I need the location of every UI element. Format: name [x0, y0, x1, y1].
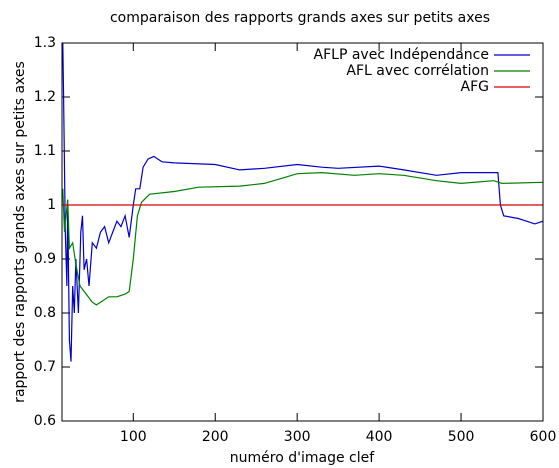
series-line [62, 171, 543, 306]
y-tick-label: 1.1 [34, 143, 56, 159]
x-tick-label: 100 [120, 429, 147, 445]
y-tick-label: 0.8 [34, 305, 56, 321]
legend-label: AFLP avec Indépendance [314, 47, 489, 63]
x-tick-label: 300 [284, 429, 311, 445]
chart-title: comparaison des rapports grands axes sur… [110, 10, 490, 26]
y-tick-label: 1 [47, 197, 56, 213]
y-axis-label: rapport des rapports grands axes sur pet… [12, 61, 28, 403]
y-tick-label: 0.9 [34, 251, 56, 267]
x-tick-label: 200 [202, 429, 229, 445]
x-tick-label: 400 [366, 429, 393, 445]
y-tick-label: 0.7 [34, 359, 56, 375]
y-tick-label: 0.6 [34, 413, 56, 429]
y-tick-label: 1.3 [34, 35, 56, 51]
legend-label: AFL avec corrélation [346, 63, 489, 79]
x-tick-label: 600 [530, 429, 557, 445]
series-line [62, 43, 543, 362]
legend-label: AFG [461, 79, 489, 95]
x-tick-label: 500 [448, 429, 475, 445]
y-tick-label: 1.2 [34, 89, 56, 105]
plot-frame [61, 42, 544, 422]
x-axis-label: numéro d'image clef [230, 450, 375, 466]
